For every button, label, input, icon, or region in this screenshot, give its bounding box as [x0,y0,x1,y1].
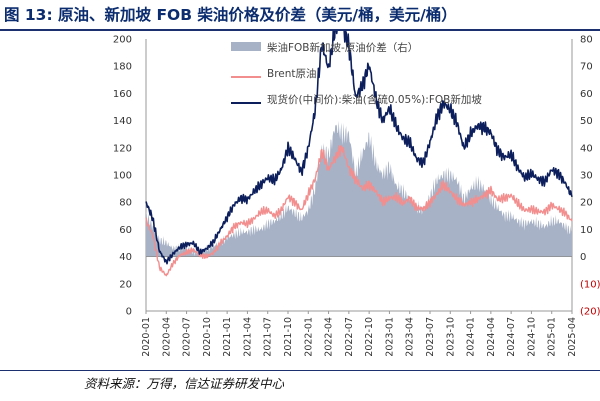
x-tick-label: 2023-07 [425,317,436,357]
y2-tick-label: 50 [580,116,593,127]
x-tick-label: 2023-01 [384,317,395,357]
x-tick-label: 2024-10 [526,317,537,357]
y-tick-label: 100 [113,171,132,182]
series-brent-line [145,145,573,277]
y2-tick-label: 30 [580,171,593,182]
source-note: 资料来源：万得，信达证券研发中心 [84,376,285,391]
legend-label-diesel: 现货价(中间价):柴油(含硫0.05%):FOB新加坡 [267,93,482,106]
footer-rule [0,370,600,371]
legend-label-brent: Brent原油 [267,67,317,80]
y2-tick-label: 10 [580,225,593,236]
y2-tick-label: 60 [580,89,593,100]
x-tick-label: 2025-01 [547,317,558,357]
x-tick-label: 2022-07 [344,317,355,357]
x-tick-label: 2024-07 [506,317,517,357]
y-tick-label: 160 [113,89,132,100]
y2-tick-label: 0 [580,252,586,263]
y-tick-label: 60 [119,225,132,236]
figure-title: 图 13: 原油、新加坡 FOB 柴油价格及价差（美元/桶，美元/桶） [4,6,457,24]
x-tick-label: 2020-01 [141,317,152,357]
axis-frame [145,39,573,312]
x-tick-label: 2022-04 [324,317,335,357]
y2-tick-label: 20 [580,198,593,209]
y-tick-label: 120 [113,143,132,154]
brent-line-layer [145,145,573,277]
y-tick-label: 40 [119,252,132,263]
spread-area-layer [146,120,572,257]
y2-tick-label: 40 [580,143,593,154]
y-tick-label: 200 [113,35,132,46]
x-tick-label: 2025-04 [567,317,578,357]
x-axis-labels: 2020-01 2020-04 2020-07 2020-10 2021-01 2021-… [141,311,578,357]
y-tick-label: 20 [119,279,132,290]
x-tick-label: 2020-10 [202,317,213,357]
y-tick-label: 0 [126,307,132,318]
legend: 柴油FOB新加坡-原油价差（右） Brent原油 现货价(中间价):柴油(含硫0… [231,41,482,106]
x-tick-label: 2024-01 [466,317,477,357]
y-tick-label: 140 [113,116,132,127]
x-tick-label: 2021-04 [242,317,253,357]
x-tick-label: 2023-04 [405,317,416,357]
diesel-line-layer [145,31,573,265]
chart: 0 20 40 60 80 100 120 140 160 180 200 (20) (10) 0 10 2… [113,31,600,357]
series-diesel-line [145,31,573,265]
x-tick-label: 2023-10 [445,317,456,357]
legend-swatch-spread [231,42,261,51]
y2-tick-label: (10) [580,279,600,290]
y2-tick-label: (20) [580,307,600,318]
left-axis-labels: 0 20 40 60 80 100 120 140 160 180 200 [113,35,132,318]
legend-label-spread: 柴油FOB新加坡-原油价差（右） [267,41,418,54]
title-rule [0,29,600,31]
y-tick-label: 180 [113,62,132,73]
y2-tick-label: 80 [580,35,593,46]
x-tick-label: 2024-04 [486,317,497,357]
x-tick-label: 2021-07 [263,317,274,357]
right-axis-labels: (20) (10) 0 10 20 30 40 50 60 70 80 [580,35,600,318]
y2-tick-label: 70 [580,62,593,73]
y-tick-label: 80 [119,198,132,209]
x-tick-label: 2020-07 [182,317,193,357]
x-tick-label: 2021-10 [283,317,294,357]
x-tick-label: 2022-10 [364,317,375,357]
x-tick-label: 2021-01 [222,317,233,357]
x-tick-label: 2020-04 [161,317,172,357]
x-tick-label: 2022-01 [303,317,314,357]
series-spread-area [146,120,572,257]
